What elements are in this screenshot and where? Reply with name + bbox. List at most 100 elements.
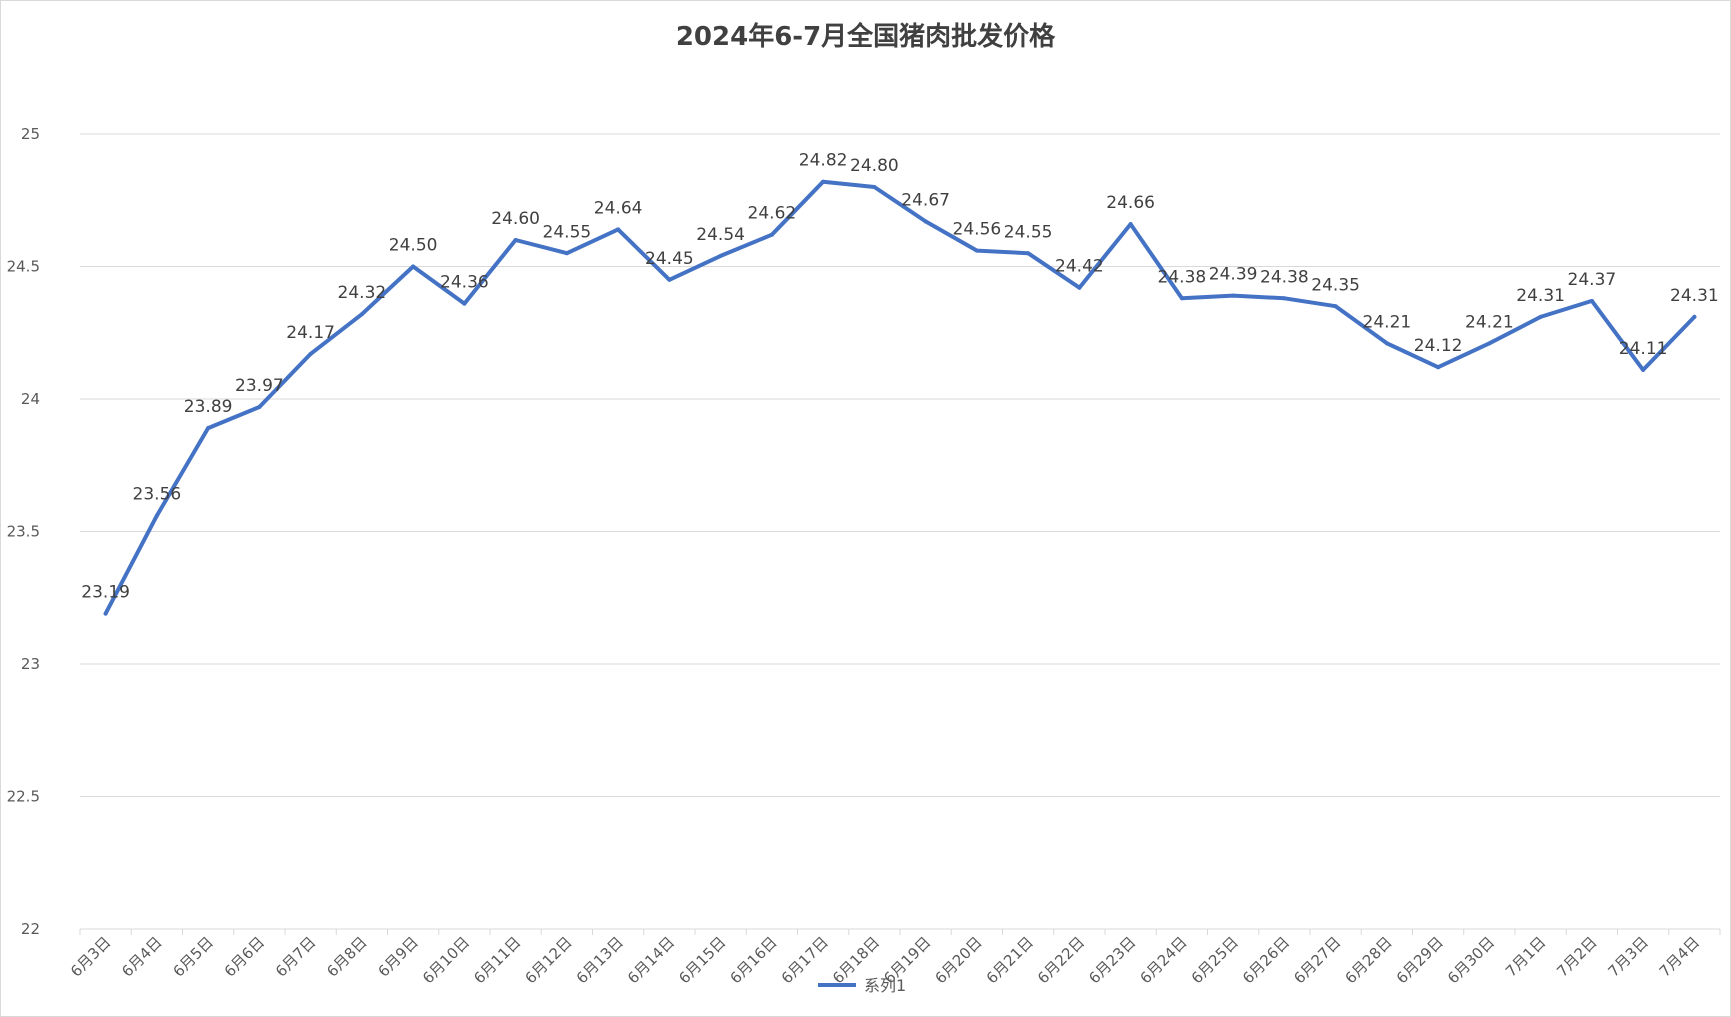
data-label: 23.56: [133, 485, 182, 505]
data-point: [667, 277, 672, 282]
data-point: [206, 426, 211, 431]
data-label: 24.45: [645, 249, 694, 269]
data-label: 23.19: [81, 583, 130, 603]
x-tick-label: 6月22日: [1034, 933, 1088, 987]
y-tick-label: 23: [21, 655, 40, 673]
x-tick-label: 6月10日: [419, 933, 473, 987]
x-tick-label: 6月17日: [778, 933, 832, 987]
data-point: [1179, 296, 1184, 301]
legend-label: 系列1: [864, 976, 906, 995]
y-tick-label: 22.5: [7, 788, 40, 806]
data-point: [154, 513, 159, 518]
data-label: 24.21: [1363, 312, 1412, 332]
y-tick-label: 24.5: [7, 258, 40, 276]
data-point: [1487, 341, 1492, 346]
data-point: [718, 253, 723, 258]
data-label: 24.31: [1670, 286, 1719, 306]
x-tick-label: 6月9日: [375, 933, 422, 980]
data-point: [462, 301, 467, 306]
data-label: 24.55: [543, 222, 592, 242]
data-label: 24.32: [338, 283, 387, 303]
data-label: 24.35: [1311, 275, 1360, 295]
x-tick-label: 7月2日: [1553, 933, 1600, 980]
x-tick-label: 6月16日: [727, 933, 781, 987]
data-point: [616, 227, 621, 232]
x-tick-label: 6月12日: [522, 933, 576, 987]
x-tick-label: 6月11日: [470, 933, 524, 987]
data-point: [1692, 314, 1697, 319]
data-label: 24.56: [953, 220, 1002, 240]
x-tick-label: 6月7日: [272, 933, 319, 980]
data-point: [1128, 222, 1133, 227]
data-point: [1026, 251, 1031, 256]
data-label: 24.54: [696, 225, 745, 245]
x-tick-label: 7月3日: [1605, 933, 1652, 980]
x-tick-label: 6月20日: [932, 933, 986, 987]
data-point: [411, 264, 416, 269]
data-label: 24.37: [1568, 270, 1617, 290]
x-tick-label: 6月23日: [1085, 933, 1139, 987]
data-point: [974, 248, 979, 253]
x-tick-label: 6月30日: [1444, 933, 1498, 987]
data-point: [1333, 304, 1338, 309]
data-label: 24.80: [850, 156, 899, 176]
data-label: 24.50: [389, 236, 438, 256]
data-point: [1436, 365, 1441, 370]
data-point: [359, 312, 364, 317]
data-label: 24.11: [1619, 339, 1668, 359]
data-point: [1384, 341, 1389, 346]
x-tick-label: 6月29日: [1393, 933, 1447, 987]
data-label: 24.38: [1260, 267, 1309, 287]
data-point: [1231, 293, 1236, 298]
data-point: [1589, 298, 1594, 303]
x-tick-label: 6月5日: [170, 933, 217, 980]
data-point: [1538, 314, 1543, 319]
data-point: [564, 251, 569, 256]
x-tick-label: 6月24日: [1137, 933, 1191, 987]
x-tick-label: 7月1日: [1502, 933, 1549, 980]
x-tick-label: 6月3日: [67, 933, 114, 980]
data-label: 24.82: [799, 151, 848, 171]
data-label: 24.36: [440, 273, 489, 293]
data-point: [103, 611, 108, 616]
chart-title: 2024年6-7月全国猪肉批发价格: [675, 22, 1056, 52]
data-label: 24.39: [1209, 265, 1258, 285]
x-tick-label: 6月8日: [323, 933, 370, 980]
x-tick-label: 6月13日: [573, 933, 627, 987]
y-tick-label: 24: [21, 390, 40, 408]
data-label: 24.38: [1158, 267, 1207, 287]
data-label: 24.66: [1106, 193, 1155, 213]
data-label: 24.21: [1465, 312, 1514, 332]
data-label: 24.60: [491, 209, 540, 229]
x-tick-label: 6月25日: [1188, 933, 1242, 987]
x-tick-label: 6月4日: [118, 933, 165, 980]
data-label: 24.55: [1004, 222, 1053, 242]
data-point: [257, 404, 262, 409]
data-label: 24.17: [286, 323, 335, 343]
data-point: [821, 179, 826, 184]
data-point: [513, 238, 518, 242]
data-point: [923, 219, 928, 224]
series-line: [103, 179, 1697, 616]
data-point: [769, 232, 774, 237]
x-tick-label: 6月26日: [1239, 933, 1293, 987]
y-tick-label: 22: [21, 920, 40, 938]
data-point: [308, 351, 313, 356]
data-point: [1077, 285, 1082, 290]
x-tick-label: 6月15日: [675, 933, 729, 987]
data-label: 24.62: [748, 204, 797, 224]
x-tick-label: 6月28日: [1342, 933, 1396, 987]
data-label: 24.12: [1414, 336, 1463, 356]
data-label: 23.89: [184, 397, 233, 417]
x-tick-label: 6月21日: [983, 933, 1037, 987]
data-point: [1282, 296, 1287, 301]
y-tick-label: 25: [21, 125, 40, 143]
data-label: 24.64: [594, 198, 643, 218]
data-label: 23.97: [235, 376, 284, 396]
x-tick-label: 6月6日: [221, 933, 268, 980]
data-label: 24.31: [1516, 286, 1565, 306]
data-point: [1641, 367, 1646, 372]
x-tick-label: 7月4日: [1656, 933, 1703, 980]
